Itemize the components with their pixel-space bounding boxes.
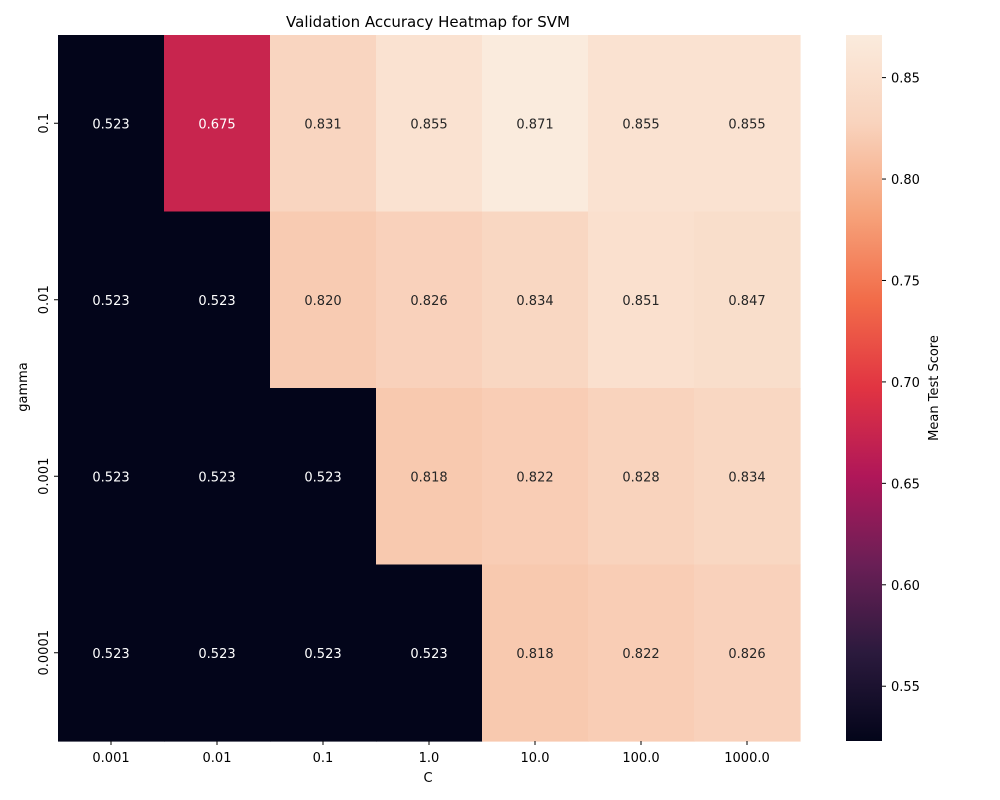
x-axis-label: C: [423, 771, 432, 786]
cell-value-label: 0.834: [516, 294, 553, 309]
colorbar-label: Mean Test Score: [927, 335, 942, 441]
y-tick-label: 0.001: [37, 458, 52, 495]
heatmap-cell: [58, 388, 165, 566]
heatmap-cell: [376, 211, 483, 389]
heatmap-cell: [164, 35, 271, 213]
cell-value-label: 0.822: [622, 647, 659, 662]
cell-value-label: 0.855: [622, 117, 659, 132]
colorbar-tick-label: 0.80: [891, 173, 920, 188]
cell-value-label: 0.826: [410, 294, 447, 309]
heatmap-cell: [270, 211, 377, 389]
cell-value-label: 0.675: [198, 117, 235, 132]
x-tick-label: 100.0: [622, 751, 659, 766]
heatmap-value-labels: 0.523 0.675 0.831 0.855 0.871 0.855 0.855 0.523…: [92, 117, 765, 662]
x-tick-label: 0.001: [92, 751, 129, 766]
chart-title: Validation Accuracy Heatmap for SVM: [286, 13, 570, 31]
y-axis: 0.1 0.01 0.001 0.0001: [37, 113, 58, 676]
colorbar-tick-label: 0.85: [891, 72, 920, 87]
y-tick-label: 0.01: [37, 285, 52, 314]
heatmap-cell: [588, 211, 695, 389]
colorbar-tick-label: 0.65: [891, 477, 920, 492]
colorbar-ticks: 0.55 0.60 0.65 0.70 0.75 0.80 0.85: [882, 72, 920, 695]
cell-value-label: 0.523: [92, 294, 129, 309]
heatmap-cell: [694, 35, 801, 213]
y-tick-label: 0.1: [37, 113, 52, 134]
cell-value-label: 0.818: [516, 647, 553, 662]
heatmap-cell: [588, 564, 695, 742]
cell-value-label: 0.826: [728, 647, 765, 662]
heatmap-cell: [164, 388, 271, 566]
heatmap-cell: [270, 564, 377, 742]
heatmap-cell: [482, 35, 589, 213]
cell-value-label: 0.523: [92, 470, 129, 485]
heatmap-cell: [482, 564, 589, 742]
cell-value-label: 0.523: [92, 117, 129, 132]
x-tick-label: 0.1: [313, 751, 334, 766]
heatmap-cell: [270, 388, 377, 566]
heatmap-cell: [164, 564, 271, 742]
y-axis-label: gamma: [16, 362, 31, 412]
heatmap-cells: [58, 35, 801, 742]
cell-value-label: 0.523: [304, 647, 341, 662]
colorbar: 0.55 0.60 0.65 0.70 0.75 0.80 0.85 Mean Test S…: [846, 35, 942, 741]
colorbar-tick-label: 0.75: [891, 274, 920, 289]
y-tick-label: 0.0001: [37, 630, 52, 676]
heatmap-cell: [58, 211, 165, 389]
cell-value-label: 0.855: [410, 117, 447, 132]
cell-value-label: 0.523: [304, 470, 341, 485]
colorbar-tick-label: 0.60: [891, 579, 920, 594]
heatmap-cell: [376, 388, 483, 566]
cell-value-label: 0.855: [728, 117, 765, 132]
heatmap-cell: [694, 564, 801, 742]
heatmap-cell: [270, 35, 377, 213]
cell-value-label: 0.834: [728, 470, 765, 485]
heatmap-cell: [694, 211, 801, 389]
colorbar-tick-label: 0.55: [891, 680, 920, 695]
cell-value-label: 0.847: [728, 294, 765, 309]
heatmap-cell: [482, 211, 589, 389]
heatmap-cell: [694, 388, 801, 566]
cell-value-label: 0.822: [516, 470, 553, 485]
cell-value-label: 0.523: [198, 647, 235, 662]
cell-value-label: 0.820: [304, 294, 341, 309]
colorbar-tick-label: 0.70: [891, 376, 920, 391]
cell-value-label: 0.523: [198, 470, 235, 485]
heatmap-cell: [376, 35, 483, 213]
heatmap-cell: [588, 388, 695, 566]
cell-value-label: 0.523: [410, 647, 447, 662]
cell-value-label: 0.523: [198, 294, 235, 309]
x-tick-label: 10.0: [521, 751, 550, 766]
x-axis: 0.001 0.01 0.1 1.0 10.0 100.0 1000.0: [92, 741, 770, 766]
colorbar-gradient: [846, 35, 882, 741]
heatmap-cell: [588, 35, 695, 213]
heatmap-cell: [164, 211, 271, 389]
cell-value-label: 0.831: [304, 117, 341, 132]
cell-value-label: 0.851: [622, 294, 659, 309]
heatmap-cell: [58, 564, 165, 742]
cell-value-label: 0.818: [410, 470, 447, 485]
heatmap-cell: [376, 564, 483, 742]
x-tick-label: 1.0: [419, 751, 440, 766]
cell-value-label: 0.523: [92, 647, 129, 662]
x-tick-label: 1000.0: [724, 751, 770, 766]
x-tick-label: 0.01: [203, 751, 232, 766]
cell-value-label: 0.828: [622, 470, 659, 485]
heatmap-cell: [58, 35, 165, 213]
heatmap-cell: [482, 388, 589, 566]
cell-value-label: 0.871: [516, 117, 553, 132]
